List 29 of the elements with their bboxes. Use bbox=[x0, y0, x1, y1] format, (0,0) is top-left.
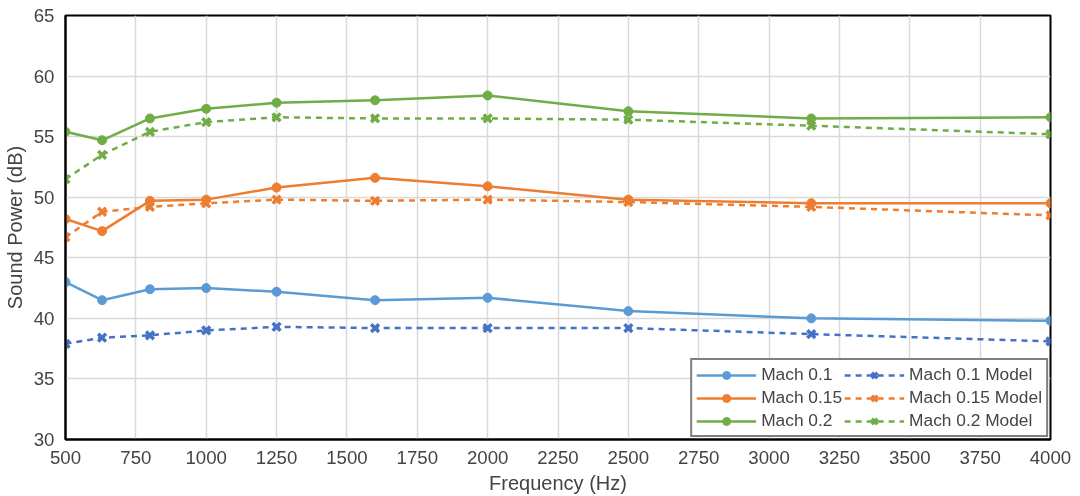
x-tick-label: 3500 bbox=[889, 446, 931, 468]
x-tick-label: 3750 bbox=[959, 446, 1001, 468]
x-tick-label: 1750 bbox=[396, 446, 439, 468]
y-tick-label: 55 bbox=[33, 126, 55, 148]
y-tick-label: 40 bbox=[33, 307, 55, 329]
x-tick-label: 750 bbox=[120, 446, 152, 468]
legend-label: Mach 0.1 bbox=[761, 364, 833, 385]
y-tick-label: 65 bbox=[33, 5, 55, 26]
x-tick-label: 2500 bbox=[607, 446, 650, 468]
legend-label: Mach 0.2 Model bbox=[909, 410, 1033, 431]
x-tick-label: 2250 bbox=[537, 446, 579, 468]
y-tick-label: 50 bbox=[33, 186, 55, 208]
x-tick-label: 2000 bbox=[466, 446, 509, 468]
legend-label: Mach 0.1 Model bbox=[909, 364, 1033, 385]
x-tick-label: 3000 bbox=[748, 446, 790, 468]
y-tick-label: 45 bbox=[33, 247, 55, 269]
y-tick-label: 60 bbox=[33, 65, 55, 87]
legend-label: Mach 0.15 bbox=[761, 387, 843, 408]
x-tick-label: 4000 bbox=[1029, 446, 1072, 468]
x-tick-label: 2750 bbox=[677, 446, 720, 468]
x-tick-label: 1000 bbox=[185, 446, 227, 468]
x-axis-title: Frequency (Hz) bbox=[489, 471, 627, 494]
legend-label: Mach 0.2 bbox=[761, 410, 833, 431]
y-tick-label: 35 bbox=[33, 368, 55, 390]
x-tick-label: 3250 bbox=[818, 446, 861, 468]
x-tick-label: 1250 bbox=[255, 446, 298, 468]
y-axis-title: Sound Power (dB) bbox=[3, 145, 26, 310]
legend-label: Mach 0.15 Model bbox=[909, 387, 1042, 408]
x-tick-label: 1500 bbox=[326, 446, 368, 468]
